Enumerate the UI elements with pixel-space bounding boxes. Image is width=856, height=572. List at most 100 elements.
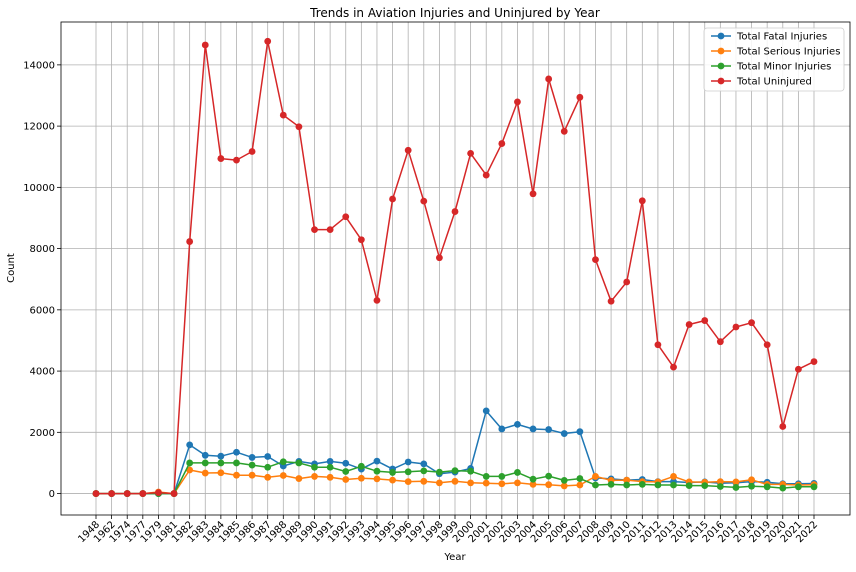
data-point (233, 459, 240, 467)
data-point (482, 479, 490, 487)
data-point (623, 481, 631, 489)
legend-swatch-marker (717, 47, 725, 55)
legend-label: Total Serious Injuries (736, 47, 840, 58)
legend-label: Total Uninjured (736, 77, 812, 88)
data-point (139, 490, 147, 497)
data-point (701, 317, 709, 324)
data-point (217, 469, 225, 477)
data-point (435, 254, 443, 262)
data-point (326, 458, 334, 465)
data-point (810, 483, 818, 491)
data-point (451, 467, 459, 474)
data-point (420, 197, 428, 205)
data-point (794, 483, 802, 491)
series-total-uninjured (92, 37, 818, 497)
legend-swatch-marker (717, 77, 725, 85)
y-tick-label: 2000 (30, 428, 55, 439)
data-point (732, 484, 740, 491)
data-point (357, 474, 365, 482)
legend-entry: Total Minor Injuries (711, 62, 831, 73)
data-point (560, 430, 568, 437)
data-point (545, 481, 553, 489)
grid (61, 22, 850, 515)
data-point (248, 471, 256, 479)
data-point (311, 226, 318, 234)
plot-area-frame (60, 21, 851, 516)
legend-entry: Total Serious Injuries (711, 47, 840, 58)
data-point (342, 476, 350, 483)
legend-frame (703, 27, 845, 92)
data-point (701, 482, 709, 490)
data-point (716, 338, 724, 346)
data-point (545, 426, 553, 433)
legend-entry: Total Fatal Injuries (711, 32, 827, 43)
data-point (670, 473, 677, 480)
data-point (576, 481, 584, 489)
data-point (732, 478, 740, 486)
legend-label: Total Fatal Injuries (736, 32, 827, 43)
data-point (467, 479, 475, 487)
data-point (763, 341, 771, 349)
data-point (342, 459, 350, 467)
data-point (451, 477, 459, 485)
data-point (311, 463, 318, 471)
data-point (404, 468, 412, 476)
data-point (108, 490, 116, 497)
legend: Total Fatal Injuries Total Serious Injuri… (703, 27, 845, 92)
data-point (654, 341, 662, 349)
data-point (529, 475, 537, 483)
data-point (748, 482, 755, 490)
data-point (295, 475, 303, 482)
data-point (638, 197, 646, 205)
data-point (295, 459, 303, 467)
data-point (295, 123, 303, 131)
data-point (794, 365, 802, 373)
data-point (201, 451, 209, 459)
data-point (404, 458, 412, 466)
y-tick-label: 12000 (23, 122, 55, 133)
data-point (560, 127, 568, 135)
x-axis-ticks: 1948196219741977197919811982198319841985… (76, 515, 820, 545)
data-point (716, 478, 724, 486)
data-point (201, 41, 209, 49)
data-point (264, 473, 272, 481)
data-point (545, 472, 553, 480)
data-point (467, 149, 475, 157)
data-point (732, 323, 740, 331)
data-point (514, 98, 521, 106)
data-point (498, 425, 506, 433)
data-point (607, 297, 615, 305)
data-point (529, 190, 537, 198)
data-point (451, 208, 459, 215)
data-point (514, 469, 521, 476)
data-point (123, 490, 131, 497)
data-point (779, 484, 787, 492)
data-point (233, 156, 240, 164)
data-point (576, 428, 584, 436)
data-point (389, 476, 396, 484)
y-tick-label: 14000 (23, 60, 55, 71)
data-point (545, 75, 553, 83)
y-tick-label: 8000 (30, 244, 55, 255)
data-point (248, 461, 256, 469)
data-point (498, 140, 506, 147)
data-point (404, 146, 412, 154)
data-point (592, 481, 599, 489)
data-point (560, 482, 568, 490)
data-point (607, 480, 615, 488)
data-point (670, 481, 677, 489)
data-point (716, 483, 724, 490)
data-point (248, 454, 256, 461)
legend-label: Total Minor Injuries (736, 62, 831, 73)
data-point (326, 226, 334, 234)
data-point (186, 441, 194, 449)
data-point (264, 453, 272, 460)
data-point (482, 171, 490, 179)
data-point (467, 467, 475, 475)
y-tick-label: 6000 (30, 305, 55, 316)
data-point (279, 111, 287, 119)
data-point (357, 462, 365, 470)
data-point (186, 238, 194, 245)
data-point (592, 256, 599, 264)
